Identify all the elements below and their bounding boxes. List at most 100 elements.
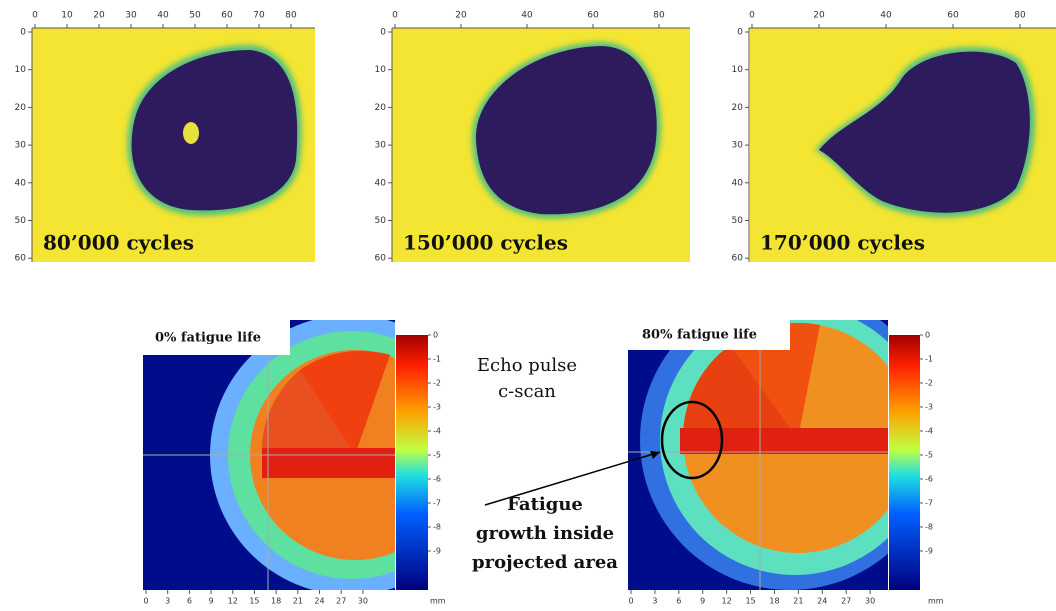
callout-text: growth inside <box>476 523 614 544</box>
panel-label: 170’000 cycles <box>760 231 925 255</box>
x-tick-label: 27 <box>336 597 346 606</box>
colorbar-tick-label: -3 <box>433 403 441 412</box>
y-tick-label: 20 <box>732 103 744 113</box>
y-tick-label: 0 <box>20 28 26 38</box>
x-unit: mm <box>928 597 944 606</box>
x-tick-label: 6 <box>187 597 192 606</box>
colorbar-tick-label: -7 <box>925 499 933 508</box>
colorbar-tick-label: -6 <box>925 475 933 484</box>
x-tick-label: 30 <box>865 597 875 606</box>
colorbar-tick-label: -2 <box>433 379 441 388</box>
x-tick-label: 12 <box>228 597 238 606</box>
x-tick-label: 40 <box>157 11 169 21</box>
x-tick-label: 27 <box>841 597 851 606</box>
x-tick-label: 30 <box>358 597 368 606</box>
x-tick-label: 18 <box>271 597 281 606</box>
y-tick-label: 20 <box>15 103 27 113</box>
colorbar-tick-label: 0 <box>433 331 438 340</box>
colorbar-tick-label: -5 <box>925 451 933 460</box>
scan-2 <box>392 28 690 262</box>
x-tick-label: 6 <box>676 597 681 606</box>
x-tick-label: 40 <box>521 11 533 21</box>
x-tick-label: 20 <box>455 11 467 21</box>
colorbar-tick-label: -6 <box>433 475 441 484</box>
y-tick-label: 40 <box>375 178 387 188</box>
colorbar-tick-label: -5 <box>433 451 441 460</box>
x-tick-label: 9 <box>209 597 214 606</box>
x-tick-label: 80 <box>1014 11 1026 21</box>
panel-label: 150’000 cycles <box>403 231 568 255</box>
x-tick-label: 60 <box>947 11 959 21</box>
y-tick-label: 30 <box>375 141 387 151</box>
x-tick-label: 15 <box>249 597 259 606</box>
callout-text: projected area <box>472 552 618 573</box>
x-tick-label: 30 <box>125 11 137 21</box>
x-tick-label: 20 <box>93 11 105 21</box>
colorbar-tick-label: -4 <box>433 427 441 436</box>
callout-text: Fatigue <box>507 494 583 515</box>
x-tick-label: 80 <box>653 11 665 21</box>
y-tick-label: 50 <box>15 216 27 226</box>
x-tick-label: 20 <box>813 11 825 21</box>
x-tick-label: 60 <box>221 11 233 21</box>
colorbar-tick-label: -8 <box>433 523 441 532</box>
x-tick-label: 24 <box>817 597 827 606</box>
y-tick-label: 40 <box>15 178 27 188</box>
x-tick-label: 10 <box>61 11 73 21</box>
center-title: c-scan <box>498 381 556 402</box>
y-tick-label: 20 <box>375 103 387 113</box>
y-tick-label: 10 <box>732 65 744 75</box>
colorbar-tick-label: -1 <box>925 355 933 364</box>
panel-label: 80% fatigue life <box>642 328 757 343</box>
x-tick-label: 24 <box>314 597 324 606</box>
x-tick-label: 12 <box>722 597 732 606</box>
x-tick-label: 21 <box>293 597 303 606</box>
x-tick-label: 18 <box>769 597 779 606</box>
y-tick-label: 60 <box>732 254 744 264</box>
x-tick-label: 60 <box>587 11 599 21</box>
colorbar-tick-label: -8 <box>925 523 933 532</box>
figure: 01020304050607080010203040506080’000 cyc… <box>0 0 1056 607</box>
x-tick-label: 40 <box>880 11 892 21</box>
colorbar-tick-label: -7 <box>433 499 441 508</box>
colorbar-tick-label: 0 <box>925 331 930 340</box>
y-tick-label: 0 <box>380 28 386 38</box>
x-tick-label: 15 <box>745 597 755 606</box>
y-tick-label: 40 <box>732 178 744 188</box>
scan-3 <box>750 28 1056 262</box>
colorbar-tick-label: -9 <box>925 547 933 556</box>
x-tick-label: 21 <box>793 597 803 606</box>
panel-label: 80’000 cycles <box>43 231 194 255</box>
scan-1 <box>32 28 315 262</box>
x-tick-label: 3 <box>652 597 657 606</box>
x-tick-label: 70 <box>253 11 265 21</box>
x-tick-label: 0 <box>628 597 633 606</box>
x-tick-label: 80 <box>285 11 297 21</box>
y-tick-label: 60 <box>375 254 387 264</box>
x-tick-label: 3 <box>165 597 170 606</box>
y-tick-label: 30 <box>732 141 744 151</box>
x-tick-label: 0 <box>32 11 38 21</box>
colorbar <box>889 335 920 590</box>
x-tick-label: 50 <box>189 11 201 21</box>
y-tick-label: 60 <box>15 254 27 264</box>
y-tick-label: 30 <box>15 141 27 151</box>
x-tick-label: 0 <box>749 11 755 21</box>
y-tick-label: 50 <box>375 216 387 226</box>
colorbar-tick-label: -3 <box>925 403 933 412</box>
colorbar-tick-label: -4 <box>925 427 933 436</box>
x-tick-label: 0 <box>143 597 148 606</box>
x-unit: mm <box>430 597 446 606</box>
y-tick-label: 10 <box>375 65 387 75</box>
x-tick-label: 0 <box>392 11 398 21</box>
colorbar <box>396 335 428 590</box>
y-tick-label: 50 <box>732 216 744 226</box>
center-title: Echo pulse <box>477 355 577 376</box>
colorbar-tick-label: -9 <box>433 547 441 556</box>
y-tick-label: 0 <box>737 28 743 38</box>
x-tick-label: 9 <box>700 597 705 606</box>
colorbar-tick-label: -1 <box>433 355 441 364</box>
panel-label: 0% fatigue life <box>155 331 261 346</box>
y-tick-label: 10 <box>15 65 27 75</box>
colorbar-tick-label: -2 <box>925 379 933 388</box>
